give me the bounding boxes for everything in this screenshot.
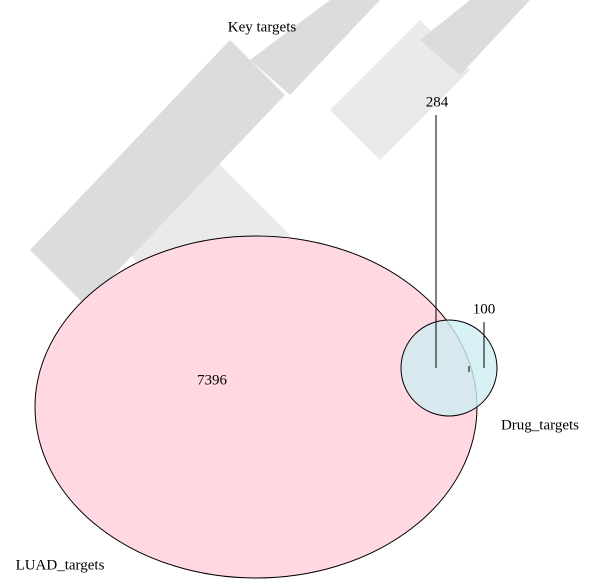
luad-count: 7396: [197, 372, 228, 388]
luad-label: LUAD_targets: [16, 557, 105, 573]
title: Key targets: [228, 19, 297, 35]
watermark-stroke: [330, 20, 470, 160]
watermark-stroke: [250, 0, 380, 95]
luad-set: [34, 235, 478, 579]
intersection-count: 284: [426, 94, 449, 110]
drug-count: 100: [473, 301, 496, 317]
drug-label: Drug_targets: [501, 417, 579, 433]
watermark-stroke: [420, 0, 530, 75]
drug-set: [400, 319, 498, 417]
